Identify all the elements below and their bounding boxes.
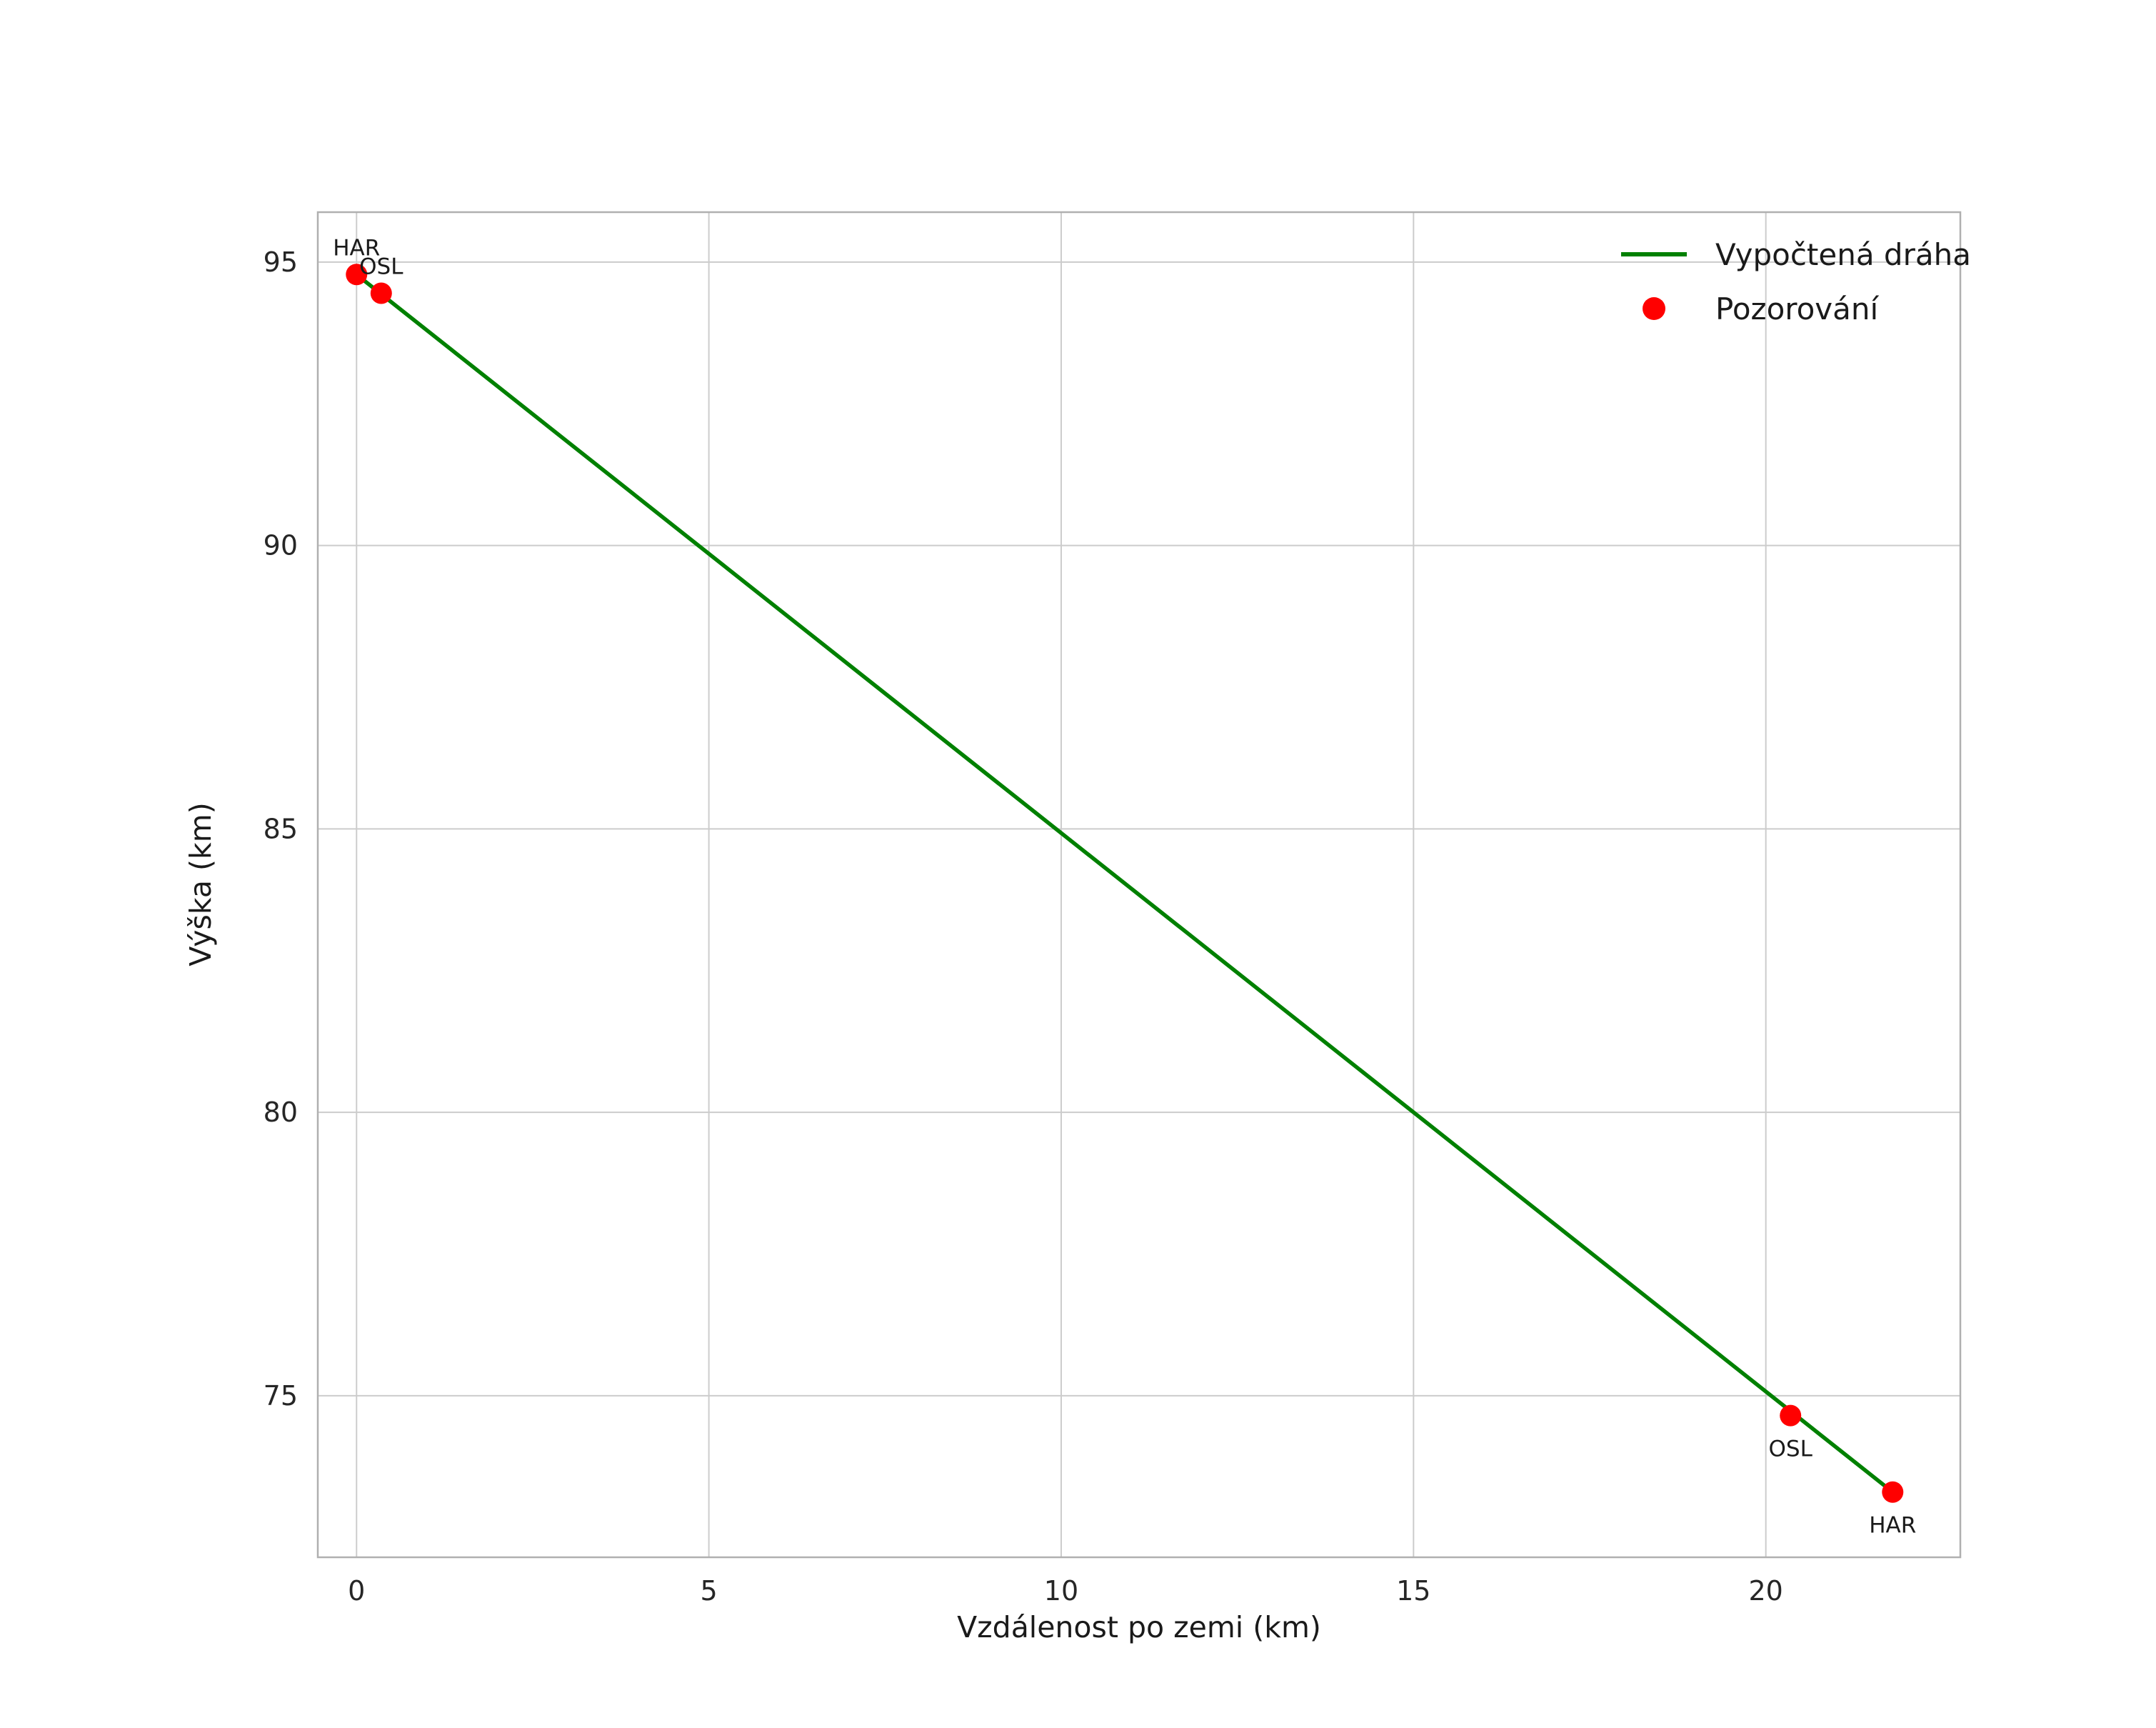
legend: Vypočtená dráha Pozorování xyxy=(1621,237,1971,326)
observation-point xyxy=(1882,1481,1904,1503)
x-tick-label: 0 xyxy=(348,1575,365,1607)
legend-label-line: Vypočtená dráha xyxy=(1715,237,1971,272)
observation-point xyxy=(370,282,392,304)
station-label: OSL xyxy=(359,254,403,279)
plot-border xyxy=(316,211,1962,1559)
trajectory-line xyxy=(354,272,1895,1494)
tick-layer: 0 5 10 15 20 75 80 85 90 95 xyxy=(264,246,1783,1607)
y-axis-label: Výška (km) xyxy=(184,802,218,966)
x-tick-label: 20 xyxy=(1748,1575,1783,1607)
x-tick-label: 15 xyxy=(1396,1575,1430,1607)
y-tick-label: 80 xyxy=(264,1097,298,1128)
observation-point xyxy=(346,264,368,286)
grid-layer xyxy=(318,212,1960,1557)
legend-dot-sample xyxy=(1643,297,1665,320)
y-tick-label: 75 xyxy=(264,1380,298,1412)
x-axis-label: Vzdálenost po zemi (km) xyxy=(957,1610,1321,1644)
station-label: HAR xyxy=(1869,1513,1916,1539)
plot-area xyxy=(318,212,1960,1557)
station-label: OSL xyxy=(1769,1437,1813,1462)
observation-point xyxy=(1780,1404,1802,1427)
station-label: HAR xyxy=(333,235,380,261)
y-tick-label: 90 xyxy=(264,530,298,561)
legend-label-scatter: Pozorování xyxy=(1715,291,1880,326)
x-tick-label: 10 xyxy=(1044,1575,1078,1607)
x-tick-label: 5 xyxy=(701,1575,718,1607)
y-tick-label: 95 xyxy=(264,246,298,278)
y-tick-label: 85 xyxy=(264,813,298,844)
